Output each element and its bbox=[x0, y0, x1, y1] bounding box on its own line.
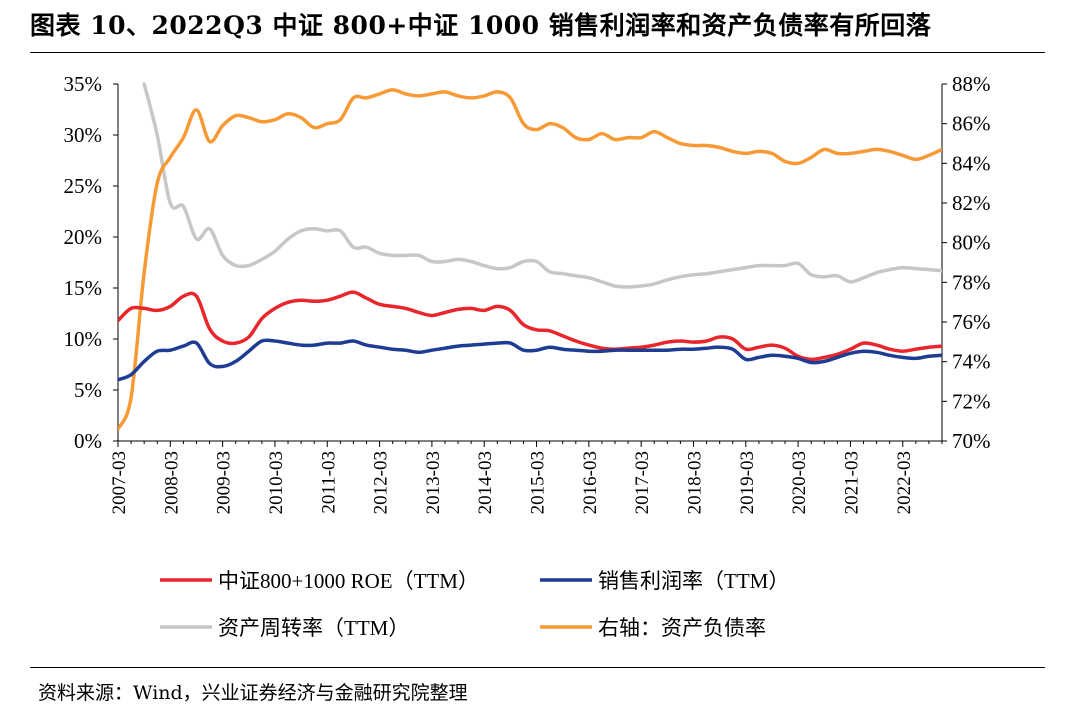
x-axis-tick-label: 2022-03 bbox=[894, 451, 915, 514]
x-axis-tick-label: 2017-03 bbox=[632, 451, 653, 514]
right-axis-tick-label: 86% bbox=[952, 112, 991, 136]
x-axis-tick-label: 2011-03 bbox=[318, 451, 339, 514]
series-line-2 bbox=[142, 82, 942, 289]
x-axis-tick-label: 2021-03 bbox=[841, 451, 862, 514]
legend-item-3: 右轴：资产负债率 bbox=[540, 616, 766, 640]
x-axis-tick-label: 2007-03 bbox=[109, 451, 130, 514]
left-axis-tick-label: 25% bbox=[64, 174, 103, 198]
left-axis-tick-label: 30% bbox=[64, 123, 103, 147]
x-axis-tick-label: 2014-03 bbox=[475, 451, 496, 514]
x-axis-tick-label: 2012-03 bbox=[371, 451, 392, 514]
left-axis-tick-label: 15% bbox=[64, 276, 103, 300]
left-axis-tick-label: 0% bbox=[74, 429, 102, 453]
legend-label: 资产周转率（TTM） bbox=[218, 616, 409, 640]
right-axis-tick-label: 74% bbox=[952, 350, 991, 374]
legend-item-2: 资产周转率（TTM） bbox=[160, 616, 409, 640]
right-axis-tick-label: 80% bbox=[952, 231, 991, 255]
x-axis-tick-label: 2019-03 bbox=[737, 451, 758, 514]
chart-title: 图表 10、2022Q3 中证 800+中证 1000 销售利润率和资产负债率有… bbox=[30, 11, 932, 40]
series-line-0 bbox=[118, 290, 942, 362]
x-axis-tick-label: 2013-03 bbox=[423, 451, 444, 514]
x-axis-tick-label: 2010-03 bbox=[266, 451, 287, 514]
right-axis-tick-label: 70% bbox=[952, 429, 991, 453]
right-axis-tick-label: 72% bbox=[952, 389, 991, 413]
bottom-rule bbox=[30, 667, 1045, 668]
top-rule bbox=[30, 52, 1045, 53]
left-axis-tick-label: 20% bbox=[64, 225, 103, 249]
right-axis-tick-label: 84% bbox=[952, 151, 991, 175]
source-note: 资料来源：Wind，兴业证券经济与金融研究院整理 bbox=[38, 682, 468, 704]
right-axis-tick-label: 88% bbox=[952, 72, 991, 96]
legend-item-1: 销售利润率（TTM） bbox=[540, 569, 789, 593]
right-axis-tick-label: 78% bbox=[952, 270, 991, 294]
x-axis-tick-label: 2015-03 bbox=[528, 451, 549, 514]
legend-label: 中证800+1000 ROE（TTM） bbox=[218, 569, 479, 593]
legend-label: 销售利润率（TTM） bbox=[598, 569, 789, 593]
x-axis-tick-label: 2016-03 bbox=[580, 451, 601, 514]
x-axis-tick-label: 2009-03 bbox=[214, 451, 235, 514]
x-axis-tick-label: 2020-03 bbox=[789, 451, 810, 514]
left-axis-tick-label: 10% bbox=[64, 327, 103, 351]
x-axis-tick-label: 2008-03 bbox=[161, 451, 182, 514]
series-line-3 bbox=[118, 88, 942, 431]
series-line-1 bbox=[118, 338, 942, 382]
x-axis-tick-label: 2018-03 bbox=[684, 451, 705, 514]
right-axis-tick-label: 82% bbox=[952, 191, 991, 215]
series-group bbox=[118, 82, 942, 431]
right-axis-tick-label: 76% bbox=[952, 310, 991, 334]
legend-label: 右轴：资产负债率 bbox=[598, 616, 766, 640]
legend-item-0: 中证800+1000 ROE（TTM） bbox=[160, 569, 479, 593]
left-axis-tick-label: 35% bbox=[64, 72, 103, 96]
left-axis-tick-label: 5% bbox=[74, 378, 102, 402]
